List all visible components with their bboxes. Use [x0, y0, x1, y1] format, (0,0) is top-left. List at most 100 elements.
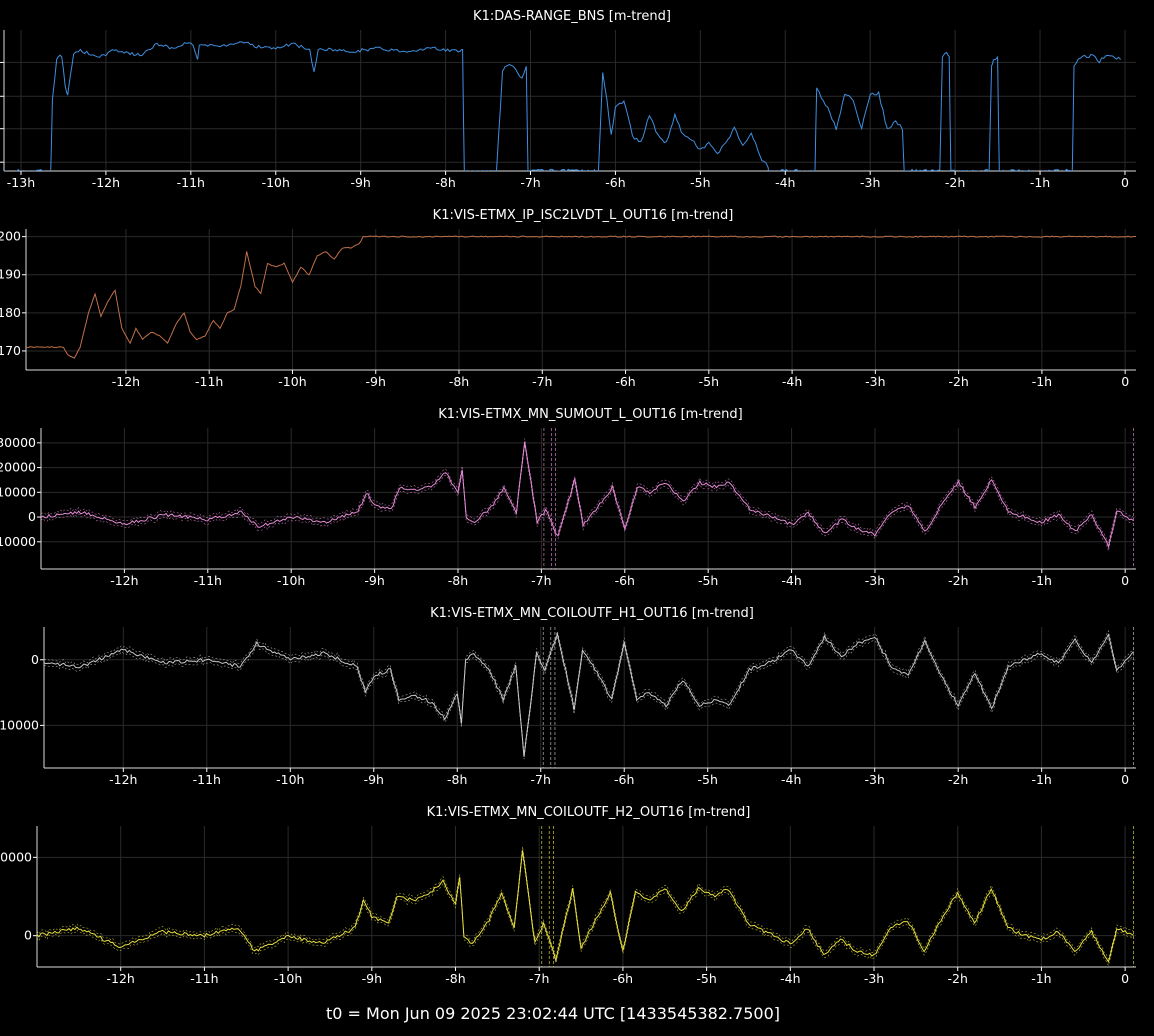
- x-tick-label: -9h: [364, 573, 384, 588]
- x-tick-label: -2h: [948, 971, 968, 986]
- series-max-line: [37, 846, 1134, 960]
- x-tick-label: -1h: [1031, 772, 1051, 787]
- x-tick-label: -8h: [449, 374, 469, 389]
- x-tick-label: -9h: [350, 175, 370, 190]
- x-tick-label: -3h: [865, 374, 885, 389]
- series-line: [37, 850, 1134, 964]
- x-tick-label: -1h: [1031, 971, 1051, 986]
- x-tick-label: -4h: [782, 374, 802, 389]
- y-tick-label: 20000: [0, 460, 36, 475]
- x-tick-label: -5h: [696, 971, 716, 986]
- x-tick-label: -8h: [445, 971, 465, 986]
- x-tick-label: -12h: [112, 374, 140, 389]
- y-tick-label: 0: [24, 928, 32, 943]
- x-tick-label: -8h: [448, 573, 468, 588]
- x-tick-label: -3h: [864, 772, 884, 787]
- x-tick-label: 0: [1121, 971, 1129, 986]
- panel-5: K1:VIS-ETMX_MN_COILOUTF_H2_OUT16 [m-tren…: [0, 805, 1136, 986]
- x-tick-label: -3h: [865, 573, 885, 588]
- x-tick-label: -5h: [699, 374, 719, 389]
- x-tick-label: -11h: [194, 573, 222, 588]
- series-line: [26, 235, 1136, 359]
- x-tick-label: -10h: [277, 573, 305, 588]
- x-tick-label: -4h: [780, 971, 800, 986]
- x-tick-label: -12h: [109, 772, 137, 787]
- x-tick-label: -7h: [529, 971, 549, 986]
- x-tick-label: -6h: [613, 971, 633, 986]
- x-tick-label: -2h: [948, 573, 968, 588]
- x-tick-label: -7h: [532, 374, 552, 389]
- x-tick-label: -12h: [107, 971, 135, 986]
- x-tick-label: -1h: [1030, 175, 1050, 190]
- series-min-line: [41, 444, 1134, 553]
- x-tick-label: -6h: [605, 175, 625, 190]
- panel-2: K1:VIS-ETMX_IP_ISC2LVDT_L_OUT16 [m-trend…: [0, 208, 1136, 389]
- panel-3: K1:VIS-ETMX_MN_SUMOUT_L_OUT16 [m-trend] -…: [0, 407, 1136, 588]
- y-tick-label: 30000: [0, 435, 36, 450]
- series-max-line: [41, 438, 1134, 544]
- panel-title: K1:VIS-ETMX_MN_COILOUTF_H2_OUT16 [m-tren…: [427, 805, 751, 820]
- x-tick-label: -12h: [110, 573, 138, 588]
- y-tick-label: -10000: [0, 534, 36, 549]
- series-min-line: [44, 636, 1134, 760]
- x-tick-label: -6h: [614, 772, 634, 787]
- x-tick-label: -1h: [1032, 374, 1052, 389]
- x-tick-label: -4h: [781, 772, 801, 787]
- series-line: [4, 41, 1122, 171]
- x-tick-label: -10h: [276, 772, 304, 787]
- x-tick-label: -7h: [520, 175, 540, 190]
- series-line: [41, 441, 1134, 549]
- y-tick-label: 0: [31, 652, 39, 667]
- series-min-line: [37, 853, 1134, 967]
- y-tick-label: 170: [0, 343, 21, 358]
- y-tick-label: 10000: [0, 849, 32, 864]
- x-tick-label: -5h: [698, 573, 718, 588]
- x-tick-label: -5h: [690, 175, 710, 190]
- y-tick-label: 180: [0, 305, 21, 320]
- x-tick-label: -11h: [193, 772, 221, 787]
- x-tick-label: 0: [1121, 573, 1129, 588]
- x-tick-label: -9h: [364, 772, 384, 787]
- x-tick-label: -11h: [190, 971, 218, 986]
- x-tick-label: 0: [1121, 175, 1129, 190]
- x-tick-label: -3h: [860, 175, 880, 190]
- x-tick-label: -6h: [615, 374, 635, 389]
- x-tick-label: -10h: [274, 971, 302, 986]
- y-tick-label: 10000: [0, 484, 36, 499]
- x-tick-label: -11h: [177, 175, 205, 190]
- x-tick-label: -2h: [948, 772, 968, 787]
- x-tick-label: -8h: [435, 175, 455, 190]
- y-tick-label: 190: [0, 267, 21, 282]
- x-tick-label: 0: [1121, 374, 1129, 389]
- x-tick-label: -8h: [447, 772, 467, 787]
- panel-4: K1:VIS-ETMX_MN_COILOUTF_H1_OUT16 [m-tren…: [0, 606, 1136, 787]
- x-tick-label: -7h: [531, 772, 551, 787]
- x-tick-label: -5h: [698, 772, 718, 787]
- x-tick-label: 0: [1121, 772, 1129, 787]
- x-tick-label: -9h: [366, 374, 386, 389]
- panel-title: K1:VIS-ETMX_MN_COILOUTF_H1_OUT16 [m-tren…: [430, 606, 754, 621]
- x-tick-label: -11h: [195, 374, 223, 389]
- x-tick-label: -3h: [864, 971, 884, 986]
- x-tick-label: -9h: [362, 971, 382, 986]
- y-tick-label: -10000: [0, 717, 39, 732]
- panel-title: K1:VIS-ETMX_IP_ISC2LVDT_L_OUT16 [m-trend…: [433, 208, 734, 223]
- x-tick-label: -4h: [781, 573, 801, 588]
- x-tick-label: -10h: [278, 374, 306, 389]
- panel-title: K1:DAS-RANGE_BNS [m-trend]: [473, 9, 671, 24]
- series-line: [44, 631, 1134, 757]
- panel-1: K1:DAS-RANGE_BNS [m-trend] -13h -12h -11h -1…: [0, 9, 1136, 190]
- series-max-line: [44, 629, 1134, 754]
- x-tick-label: -7h: [531, 573, 551, 588]
- y-tick-label: 0: [28, 509, 36, 524]
- x-tick-label: -6h: [615, 573, 635, 588]
- x-tick-label: -4h: [775, 175, 795, 190]
- x-tick-label: -12h: [92, 175, 120, 190]
- x-tick-label: -10h: [262, 175, 290, 190]
- y-tick-label: 200: [0, 229, 21, 244]
- panel-title: K1:VIS-ETMX_MN_SUMOUT_L_OUT16 [m-trend]: [438, 407, 742, 422]
- footer-t0: t0 = Mon Jun 09 2025 23:02:44 UTC [14335…: [325, 1004, 781, 1023]
- x-tick-label: -2h: [948, 374, 968, 389]
- x-tick-label: -2h: [945, 175, 965, 190]
